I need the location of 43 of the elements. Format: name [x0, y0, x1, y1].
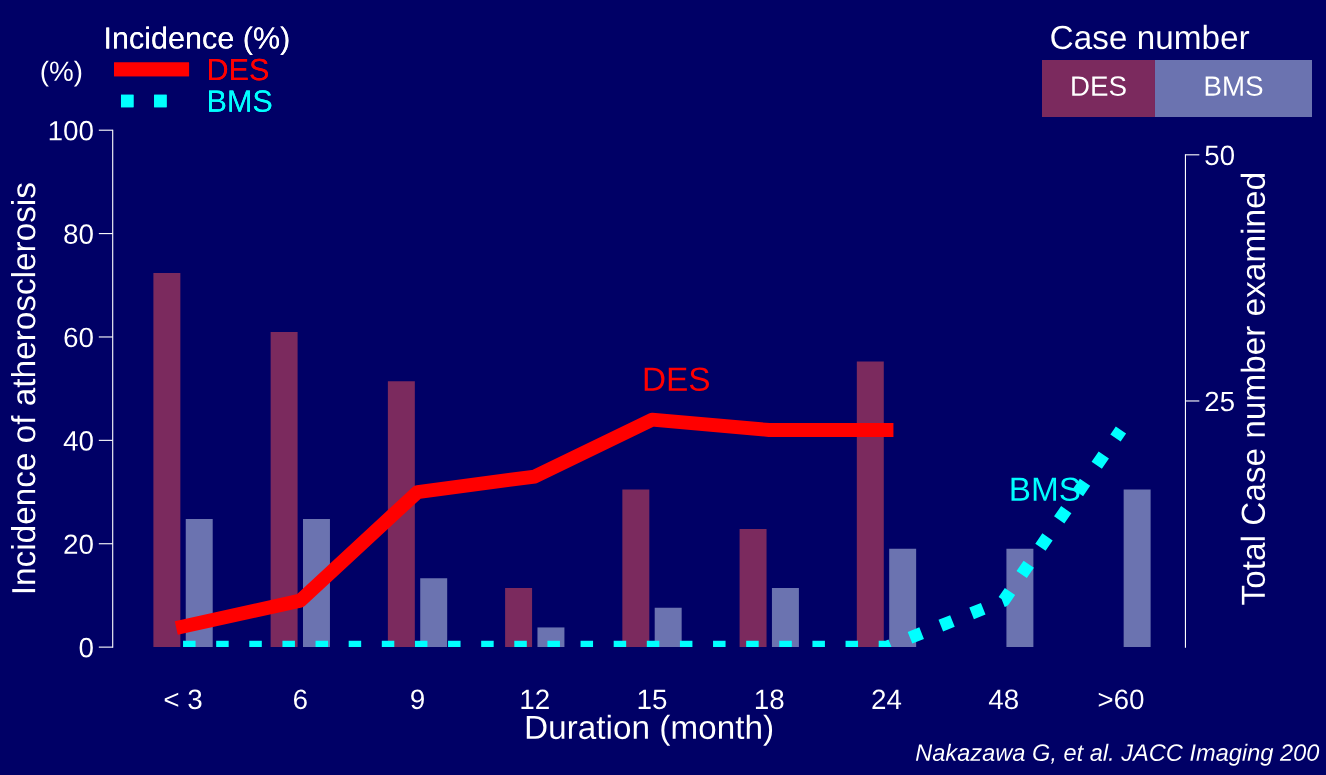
text: (%)	[41, 60, 82, 87]
y-tick-label: 60	[64, 327, 93, 348]
x-tick-label: 9	[411, 689, 424, 710]
text: Case number	[1051, 24, 1250, 50]
bar	[889, 548, 917, 648]
bar	[1006, 548, 1034, 648]
y-tick-label: 0	[79, 637, 93, 658]
y-axis-title: Incidence of atherosclerosis	[10, 183, 36, 593]
x-tick-label: 24	[872, 689, 902, 709]
annotation: DES	[644, 367, 709, 392]
text: BMS	[1205, 76, 1263, 96]
x-tick-label: 12	[521, 689, 549, 709]
bar	[856, 361, 884, 648]
x-axis-title: Duration (month)	[526, 714, 773, 746]
bar	[505, 588, 533, 648]
x-tick-label: 15	[638, 689, 667, 710]
bar	[739, 528, 767, 648]
y-tick-label: 40	[63, 431, 93, 451]
bar	[387, 381, 415, 648]
legend-label: DES	[209, 58, 268, 81]
x-tick-label: 48	[988, 689, 1018, 710]
text: DES	[1072, 76, 1126, 96]
bar	[420, 578, 448, 648]
y2-axis-title: Total Case number examined	[1240, 174, 1266, 605]
legend-label: BMS	[209, 90, 272, 112]
y-tick-label: 80	[64, 224, 93, 244]
x-tick-label: 6	[293, 689, 307, 710]
x-tick-label: < 3	[164, 689, 202, 710]
y-tick-label: 100	[49, 120, 93, 141]
y2-tick-label: 25	[1205, 391, 1234, 412]
text: Nakazawa G, et al. JACC Imaging 200	[915, 743, 1320, 766]
y2-tick-label: 50	[1205, 145, 1234, 166]
annotation: BMS	[1011, 477, 1080, 502]
bar	[622, 489, 650, 648]
legend-title: Incidence (%)	[106, 26, 289, 55]
x-tick-label: 18	[755, 689, 784, 710]
bar	[654, 607, 682, 648]
x-tick-label: >60	[1098, 689, 1144, 710]
y-tick-label: 20	[64, 534, 93, 555]
bar	[153, 272, 181, 648]
bar	[1123, 489, 1151, 648]
bar	[270, 332, 298, 648]
bar	[771, 588, 799, 648]
